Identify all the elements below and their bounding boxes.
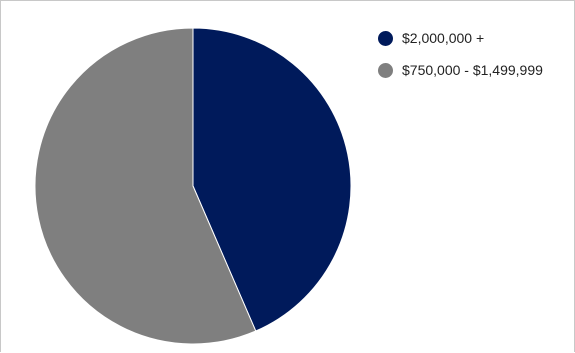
legend-label-750000-1499999: $750,000 - $1,499,999 — [402, 62, 543, 78]
chart-legend: $2,000,000 + $750,000 - $1,499,999 — [378, 28, 568, 92]
pie-slices — [34, 27, 352, 345]
legend-item-2000000-plus: $2,000,000 + — [378, 28, 568, 48]
pie-slice-1 — [34, 27, 257, 345]
legend-swatch-gray — [378, 62, 393, 78]
legend-label-2000000-plus: $2,000,000 + — [402, 30, 485, 46]
legend-swatch-navy — [378, 30, 393, 46]
legend-item-750000-1499999: $750,000 - $1,499,999 — [378, 60, 568, 80]
pie-slice-0 — [192, 27, 352, 332]
